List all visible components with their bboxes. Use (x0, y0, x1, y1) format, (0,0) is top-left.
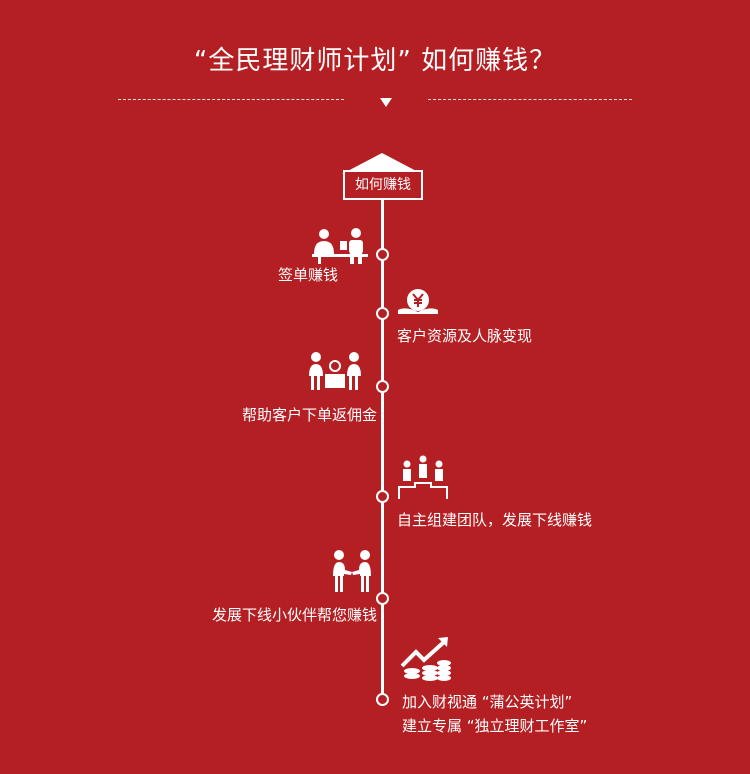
timeline-item-label: 客户资源及人脉变现 (397, 327, 533, 345)
timeline-item-label-line2: 建立专属 “独立理财工作室” (402, 717, 588, 735)
team-podium-icon (398, 455, 448, 499)
yuan-coin-hand-icon (398, 289, 438, 314)
timeline-item-label: 自主组建团队，发展下线赚钱 (397, 511, 593, 529)
down-arrow-icon (380, 98, 392, 107)
timeline-item-label: 帮助客户下单返佣金 (241, 406, 377, 424)
timeline-item-label-line1: 加入财视通 “蒲公英计划” (402, 693, 573, 711)
divider-right (428, 99, 632, 100)
timeline-line (381, 190, 384, 702)
timeline-dot (376, 248, 389, 261)
people-at-desk-icon (312, 228, 368, 264)
growth-chart-coins-icon (400, 637, 451, 681)
timeline-dot (376, 380, 389, 393)
timeline-dot (376, 592, 389, 605)
handshake-icon (333, 550, 371, 592)
timeline-dot (376, 307, 389, 320)
page-title: “全民理财师计划” 如何赚钱？ (193, 46, 557, 76)
house-roof-icon (342, 153, 422, 174)
people-with-box-icon (309, 352, 361, 390)
timeline-start-box: 如何赚钱 (343, 170, 423, 200)
timeline-item-label: 发展下线小伙伴帮您赚钱 (211, 606, 377, 624)
divider-left (118, 99, 344, 100)
timeline-dot (376, 490, 389, 503)
timeline-dot (376, 693, 389, 706)
timeline-item-label: 签单赚钱 (277, 266, 338, 284)
